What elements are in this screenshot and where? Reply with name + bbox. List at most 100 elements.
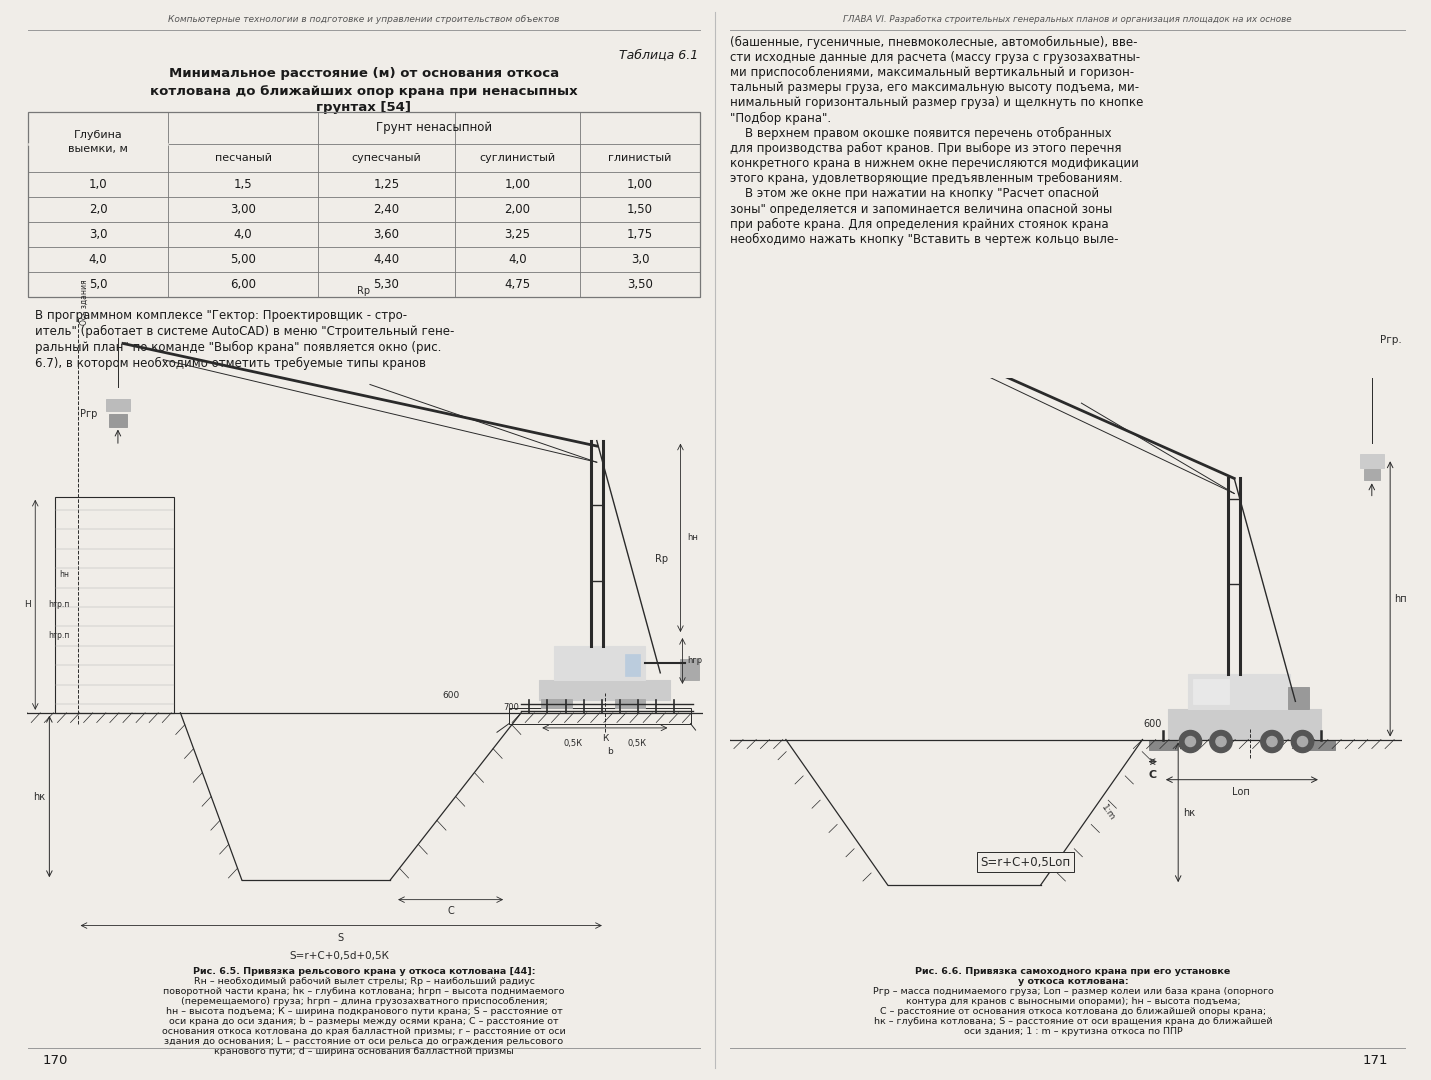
Text: С: С: [448, 906, 454, 916]
Text: hн – высота подъема; К – ширина подкранового пути крана; S – расстояние от: hн – высота подъема; К – ширина подкрано…: [166, 1008, 562, 1016]
Text: нимальный горизонтальный размер груза) и щелкнуть по кнопке: нимальный горизонтальный размер груза) и…: [730, 96, 1143, 109]
Text: 0,5К: 0,5К: [562, 739, 582, 747]
Text: Pгр.: Pгр.: [1379, 335, 1402, 345]
Text: ральный план" по команде "Выбор крана" появляется окно (рис.: ральный план" по команде "Выбор крана" п…: [34, 340, 441, 353]
Circle shape: [1179, 730, 1202, 753]
Text: 6,00: 6,00: [230, 278, 256, 291]
Text: Rн – необходимый рабочий вылет стрелы; Rр – наибольший радиус: Rн – необходимый рабочий вылет стрелы; R…: [193, 977, 535, 986]
Text: 5,0: 5,0: [89, 278, 107, 291]
Bar: [539, 680, 670, 700]
Text: итель" (работает в системе AutoCAD) в меню "Строительный гене-: итель" (работает в системе AutoCAD) в ме…: [34, 324, 455, 338]
Text: 4,0: 4,0: [508, 253, 527, 266]
Bar: [541, 699, 571, 708]
Text: hгр.п: hгр.п: [49, 600, 70, 609]
Text: 3,50: 3,50: [627, 278, 653, 291]
Text: "Подбор крана".: "Подбор крана".: [730, 111, 831, 124]
Text: 1,75: 1,75: [627, 228, 653, 241]
Bar: [615, 699, 645, 708]
Circle shape: [1298, 737, 1308, 746]
Text: грунтах [54]: грунтах [54]: [316, 102, 412, 114]
Text: 5,00: 5,00: [230, 253, 256, 266]
Text: 600: 600: [1143, 719, 1162, 729]
Text: hгр: hгр: [687, 657, 703, 665]
Circle shape: [1291, 730, 1314, 753]
Text: оси здания; 1 : m – крутизна откоса по ППР: оси здания; 1 : m – крутизна откоса по П…: [963, 1027, 1182, 1037]
Bar: [554, 646, 645, 680]
Text: оси крана до оси здания; b – размеры между осями крана; С – расстояние от: оси крана до оси здания; b – размеры меж…: [169, 1017, 560, 1026]
Text: основания откоса котлована до края балластной призмы; r – расстояние от оси: основания откоса котлована до края балла…: [162, 1027, 565, 1037]
Bar: [509, 708, 691, 724]
Text: глинистый: глинистый: [608, 153, 671, 163]
Text: 171: 171: [1362, 1053, 1388, 1067]
Text: сти исходные данные для расчета (массу груза с грузозахватны-: сти исходные данные для расчета (массу г…: [730, 51, 1141, 64]
Text: у откоса котлована:: у откоса котлована:: [1017, 977, 1128, 986]
Text: Таблица 6.1: Таблица 6.1: [618, 49, 698, 62]
Text: конкретного крана в нижнем окне перечисляются модификации: конкретного крана в нижнем окне перечисл…: [730, 157, 1139, 170]
Text: супесчаный: супесчаный: [352, 153, 421, 163]
Text: С – расстояние от основания откоса котлована до ближайшей опоры крана;: С – расстояние от основания откоса котло…: [880, 1008, 1266, 1016]
Text: Рис. 6.6. Привязка самоходного крана при его установке: Рис. 6.6. Привязка самоходного крана при…: [916, 968, 1231, 976]
Text: при работе крана. Для определения крайних стоянок крана: при работе крана. Для определения крайни…: [730, 218, 1109, 231]
Bar: [681, 659, 698, 680]
Text: S: S: [338, 933, 343, 943]
Bar: [29, 112, 700, 297]
Text: 1,50: 1,50: [627, 203, 653, 216]
Circle shape: [1261, 730, 1284, 753]
Text: для производства работ кранов. При выборе из этого перечня: для производства работ кранов. При выбор…: [730, 141, 1122, 154]
Text: 2,00: 2,00: [505, 203, 531, 216]
Text: 2,0: 2,0: [89, 203, 107, 216]
Text: С: С: [1149, 770, 1156, 780]
Text: Минимальное расстояние (м) от основания откоса: Минимальное расстояние (м) от основания …: [169, 67, 560, 81]
Text: 1,5: 1,5: [233, 178, 252, 191]
Bar: [1288, 687, 1308, 710]
Text: котлована до ближайших опор крана при ненасыпных: котлована до ближайших опор крана при не…: [150, 84, 578, 97]
Text: 3,0: 3,0: [631, 253, 650, 266]
Text: зоны" определяется и запоминается величина опасной зоны: зоны" определяется и запоминается величи…: [730, 203, 1112, 216]
Text: Pгр: Pгр: [80, 408, 97, 419]
Text: 2,40: 2,40: [373, 203, 399, 216]
Text: поворотной части крана; hк – глубина котлована; hгрп – высота поднимаемого: поворотной части крана; hк – глубина кот…: [163, 987, 565, 997]
Text: необходимо нажать кнопку "Вставить в чертеж кольцо выле-: необходимо нажать кнопку "Вставить в чер…: [730, 233, 1119, 246]
Circle shape: [1209, 730, 1232, 753]
Text: 1,00: 1,00: [505, 178, 531, 191]
Text: hп: hп: [1394, 594, 1407, 604]
Text: В программном комплексе "Гектор: Проектировщик - стро-: В программном комплексе "Гектор: Проекти…: [34, 309, 408, 322]
Text: 3,00: 3,00: [230, 203, 256, 216]
Text: В верхнем правом окошке появится перечень отобранных: В верхнем правом окошке появится перечен…: [730, 126, 1112, 139]
Text: 5,30: 5,30: [373, 278, 399, 291]
Bar: [56, 497, 175, 713]
Text: (перемещаемого) груза; hгрп – длина грузозахватного приспособления;: (перемещаемого) груза; hгрп – длина груз…: [180, 998, 548, 1007]
Circle shape: [1185, 737, 1195, 746]
Text: hк: hк: [33, 792, 46, 801]
Text: ми приспособлениями, максимальный вертикальный и горизон-: ми приспособлениями, максимальный вертик…: [730, 66, 1135, 79]
Text: В этом же окне при нажатии на кнопку "Расчет опасной: В этом же окне при нажатии на кнопку "Ра…: [730, 188, 1099, 201]
Text: ГЛАВА VI. Разработка строительных генеральных планов и организация площадок на и: ГЛАВА VI. Разработка строительных генера…: [843, 15, 1291, 25]
Circle shape: [1266, 737, 1276, 746]
Bar: [1359, 455, 1384, 469]
Bar: [106, 399, 130, 411]
Bar: [109, 414, 127, 427]
Text: H: H: [24, 600, 31, 609]
Text: этого крана, удовлетворяющие предъявленным требованиям.: этого крана, удовлетворяющие предъявленн…: [730, 172, 1123, 186]
Text: 3,60: 3,60: [373, 228, 399, 241]
Text: тальный размеры груза, его максимальную высоту подъема, ми-: тальный размеры груза, его максимальную …: [730, 81, 1139, 94]
Text: 3,25: 3,25: [505, 228, 531, 241]
Text: Грунт ненасыпной: Грунт ненасыпной: [376, 121, 492, 135]
Text: S=r+C+0,5Lоп: S=r+C+0,5Lоп: [980, 855, 1070, 868]
Text: hгр.п: hгр.п: [49, 631, 70, 639]
Text: песчаный: песчаный: [215, 153, 272, 163]
Text: Ось здания: Ось здания: [80, 280, 89, 325]
Text: 1:m: 1:m: [1099, 804, 1118, 823]
Text: здания до основания; L – расстояние от оси рельса до ограждения рельсового: здания до основания; L – расстояние от о…: [165, 1038, 564, 1047]
Bar: [1168, 710, 1321, 740]
Text: Pгр – масса поднимаемого груза; Lоп – размер колеи или база крана (опорного: Pгр – масса поднимаемого груза; Lоп – ра…: [873, 987, 1274, 997]
Text: b: b: [607, 747, 612, 756]
Bar: [1149, 740, 1178, 750]
Text: hн: hн: [60, 570, 70, 579]
Bar: [1364, 470, 1379, 481]
Text: hк: hк: [1183, 808, 1195, 818]
Text: 600: 600: [442, 691, 459, 700]
Bar: [1188, 674, 1291, 710]
Text: 4,0: 4,0: [233, 228, 252, 241]
Text: 700: 700: [504, 703, 519, 712]
